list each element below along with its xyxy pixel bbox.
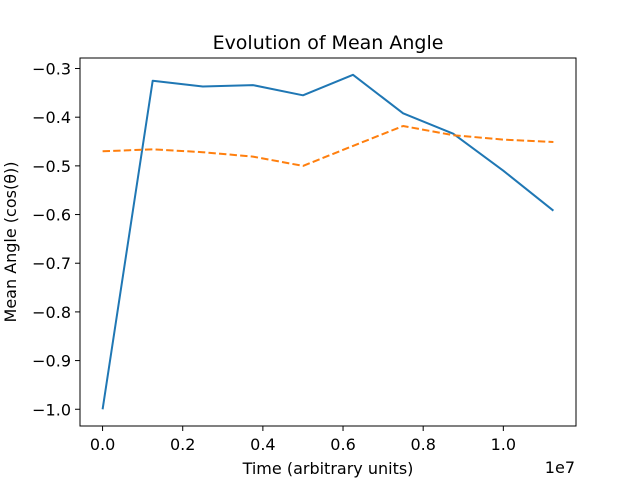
y-tick-label: −0.5 xyxy=(32,157,71,176)
x-tick-label: 0.8 xyxy=(410,435,435,454)
x-axis-offset-label: 1e7 xyxy=(545,458,575,477)
series-layer xyxy=(101,73,555,410)
y-tick-label: −0.3 xyxy=(32,60,71,79)
x-tick-label: 0.6 xyxy=(330,435,355,454)
y-tick-label: −0.8 xyxy=(32,303,71,322)
axes-frame xyxy=(79,57,577,427)
x-tick-label: 1.0 xyxy=(491,435,516,454)
y-tick-label: −1.0 xyxy=(32,400,71,419)
y-tick-label: −0.6 xyxy=(32,206,71,225)
axes-layer: 0.0 0.2 0.4 0.6 0.8 1.0 −1.0 −0.9 −0.8 −0.7 −0.6 −0… xyxy=(32,57,577,454)
x-tick-label: 0.2 xyxy=(170,435,195,454)
series-line-2 xyxy=(102,125,554,167)
chart-title: Evolution of Mean Angle xyxy=(213,32,444,54)
y-tick-label: −0.4 xyxy=(32,108,71,127)
x-tick-label: 0.4 xyxy=(250,435,275,454)
y-axis-label: Mean Angle (cos(θ)) xyxy=(1,162,20,323)
y-tick-label: −0.9 xyxy=(32,352,71,371)
x-tick-label: 0.0 xyxy=(90,435,115,454)
series-line-1 xyxy=(101,73,555,410)
y-tick-label: −0.7 xyxy=(32,254,71,273)
x-axis-label: Time (arbitrary units) xyxy=(242,459,414,478)
